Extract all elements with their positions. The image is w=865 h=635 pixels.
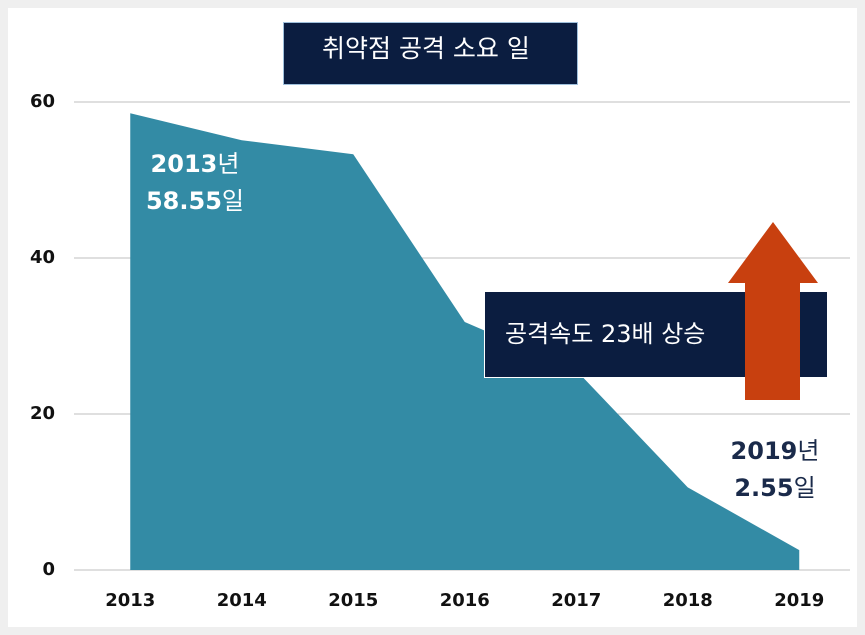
x-tick-label: 2014 xyxy=(217,590,267,611)
callout: 공격속도 23배 상승 xyxy=(505,320,706,348)
x-tick-label: 2015 xyxy=(328,590,378,611)
year: 2013 xyxy=(151,150,218,178)
value-unit: 일 xyxy=(794,474,816,502)
value: 58.55 xyxy=(146,187,222,215)
annotation-value: 58.55일 xyxy=(146,187,244,215)
x-tick-label: 2019 xyxy=(774,590,824,611)
x-tick-label: 2017 xyxy=(551,590,601,611)
chart-title: 취약점 공격 소요 일 xyxy=(322,34,530,63)
callout-box: 공격속도 23배 상승 xyxy=(484,291,828,378)
annotation-year: 2013년 xyxy=(151,150,240,178)
annotation-year: 2019년 xyxy=(731,437,820,465)
x-tick-label: 2018 xyxy=(663,590,713,611)
year-unit: 년 xyxy=(797,437,819,465)
annotation-value: 2.55일 xyxy=(734,474,815,502)
year-unit: 년 xyxy=(217,150,239,178)
value-unit: 일 xyxy=(222,187,244,215)
x-tick-label: 2013 xyxy=(105,590,155,611)
x-tick-label: 2016 xyxy=(440,590,490,611)
y-tick-label: 20 xyxy=(30,403,55,424)
year: 2019 xyxy=(731,437,798,465)
title-box: 취약점 공격 소요 일 xyxy=(283,22,578,85)
y-tick-label: 60 xyxy=(30,91,55,112)
y-tick-label: 0 xyxy=(42,559,55,580)
area xyxy=(130,113,800,570)
y-tick-label: 40 xyxy=(30,247,55,268)
value: 2.55 xyxy=(734,474,793,502)
